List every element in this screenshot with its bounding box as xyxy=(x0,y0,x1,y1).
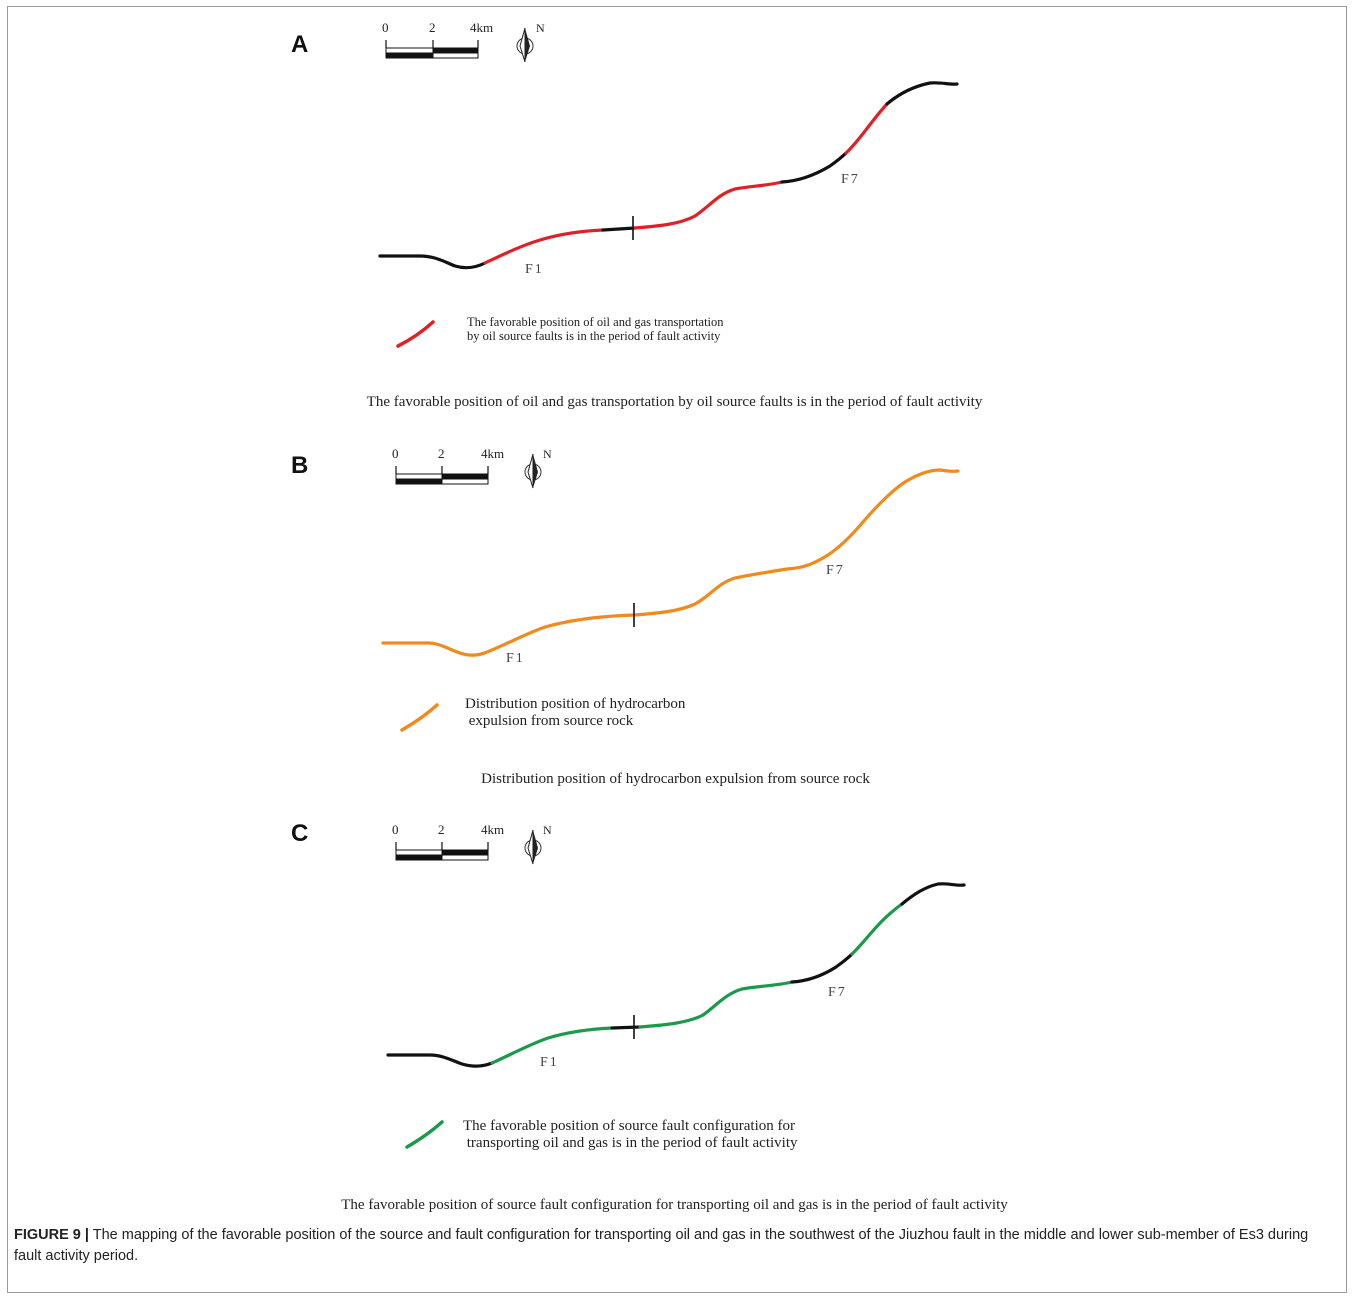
legend-line-2: expulsion from source rock xyxy=(465,713,634,730)
scale-tick-4km: 4km xyxy=(481,822,505,837)
scale-tick-0: 0 xyxy=(392,446,399,461)
fault-segment xyxy=(601,226,637,232)
fault-label-f1: F1 xyxy=(506,651,525,666)
figure-caption: FIGURE 9 | The mapping of the favorable … xyxy=(14,1225,1314,1267)
panel-letter: B xyxy=(291,452,309,479)
fault-segment-favorable xyxy=(850,902,904,956)
panel-caption: Distribution position of hydrocarbon exp… xyxy=(481,771,870,787)
panel-letter: A xyxy=(291,31,309,58)
fault-label-f7: F7 xyxy=(826,563,845,578)
north-arrow-icon xyxy=(524,453,542,489)
north-arrow-icon xyxy=(516,27,534,63)
fault-label-f1: F1 xyxy=(525,262,544,277)
panel-letter: C xyxy=(291,820,309,847)
fault-label-f1: F1 xyxy=(540,1055,559,1070)
fault-segment-favorable xyxy=(844,102,889,155)
fault-segment xyxy=(885,81,959,106)
scale-bar xyxy=(395,842,489,861)
figure-frame xyxy=(7,6,1347,1293)
legend-swatch xyxy=(400,703,439,732)
fault-segment xyxy=(780,151,848,184)
panel-a: A 0 2 4km N F1 F7 xyxy=(0,0,1355,420)
panel-b: B 0 2 4km N F1 F7 Distribution position … xyxy=(0,420,1355,800)
legend-swatch xyxy=(405,1120,444,1149)
scale-tick-2: 2 xyxy=(429,20,436,35)
scale-tick-4km: 4km xyxy=(470,20,494,35)
legend-text: The favorable position of oil and gas tr… xyxy=(467,315,724,344)
figure-caption-label: FIGURE 9 | xyxy=(14,1227,89,1243)
legend-line-2: by oil source faults is in the period of… xyxy=(467,329,721,344)
fault-segment xyxy=(378,254,487,270)
fault-segment xyxy=(386,1053,494,1068)
figure-caption-text: The mapping of the favorable position of… xyxy=(14,1227,1309,1265)
panel-a-drawing xyxy=(378,27,959,348)
north-arrow-icon xyxy=(524,829,542,865)
panel-c: C 0 2 4km N F1 F7 xyxy=(0,800,1355,1215)
fault-trace-expulsion xyxy=(381,468,960,657)
north-label: N xyxy=(536,21,545,35)
fault-segment xyxy=(900,882,966,906)
fault-segment-favorable xyxy=(633,180,784,230)
scale-tick-2: 2 xyxy=(438,822,445,837)
fault-segment-favorable xyxy=(490,1026,614,1065)
scale-bar xyxy=(395,466,489,485)
panel-b-drawing xyxy=(381,453,960,732)
legend-line-2: transporting oil and gas is in the perio… xyxy=(463,1135,798,1152)
scale-tick-0: 0 xyxy=(382,20,389,35)
legend-text: Distribution position of hydrocarbon exp… xyxy=(465,696,685,731)
fault-segment xyxy=(790,952,854,984)
fault-segment-favorable xyxy=(638,980,794,1029)
panel-c-drawing xyxy=(386,829,966,1149)
legend-line-1: The favorable position of source fault c… xyxy=(463,1118,795,1134)
fault-label-f7: F7 xyxy=(841,172,860,187)
fault-label-f7: F7 xyxy=(828,985,847,1000)
north-label: N xyxy=(543,447,552,461)
legend-line-1: The favorable position of oil and gas tr… xyxy=(467,315,724,329)
scale-tick-2: 2 xyxy=(438,446,445,461)
scale-tick-4km: 4km xyxy=(481,446,505,461)
legend-swatch xyxy=(396,320,435,348)
legend-line-1: Distribution position of hydrocarbon xyxy=(465,696,686,712)
panel-caption: The favorable position of source fault c… xyxy=(341,1197,1008,1213)
fault-segment-favorable xyxy=(483,228,605,265)
legend-text: The favorable position of source fault c… xyxy=(463,1118,798,1153)
panel-caption: The favorable position of oil and gas tr… xyxy=(366,394,983,410)
scale-tick-0: 0 xyxy=(392,822,399,837)
north-label: N xyxy=(543,823,552,837)
fault-segment xyxy=(610,1025,642,1030)
scale-bar xyxy=(385,40,479,59)
